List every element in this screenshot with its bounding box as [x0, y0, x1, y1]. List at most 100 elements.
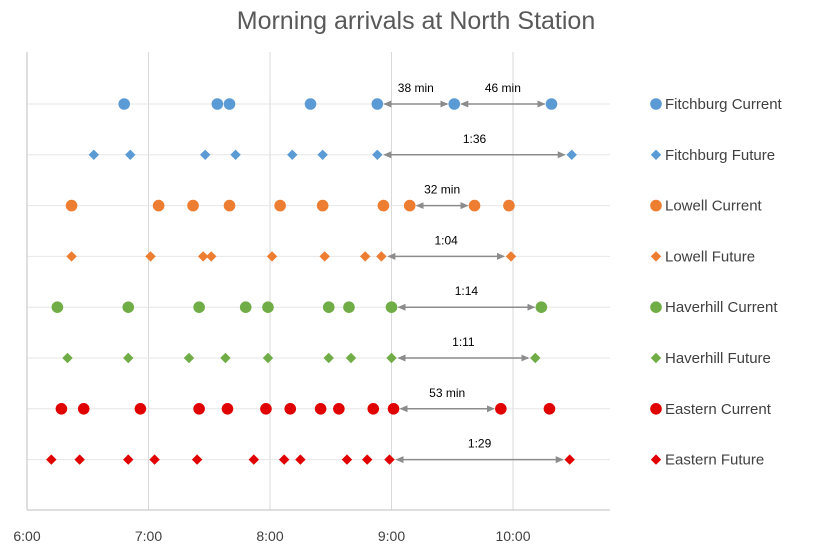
data-point [77, 403, 90, 415]
data-point [125, 149, 136, 160]
legend-label: Eastern Future [665, 452, 764, 469]
data-point [46, 454, 57, 465]
data-point [495, 403, 507, 415]
data-point [200, 149, 211, 160]
data-point [193, 301, 205, 314]
data-point [343, 301, 355, 314]
data-point [223, 199, 236, 212]
data-point [262, 301, 274, 314]
grid [27, 52, 610, 510]
data-point [341, 454, 353, 465]
data-point [220, 352, 231, 364]
data-point [566, 149, 577, 160]
data-point [362, 454, 373, 465]
data-point [123, 454, 134, 465]
legend-marker [650, 301, 662, 314]
x-axis: 6:00 7:00 8:00 9:00 10:00 [13, 528, 530, 544]
data-point [468, 199, 481, 212]
data-point [503, 199, 515, 212]
data-point [74, 454, 85, 465]
data-point [239, 301, 252, 314]
legend-label: Haverhill Future [665, 350, 771, 367]
duration-label: 1:29 [468, 437, 492, 451]
series-lowell-future [66, 251, 517, 262]
data-point [65, 199, 78, 212]
legend-label: Haverhill Current [665, 299, 778, 316]
data-point [316, 199, 329, 212]
legend-marker [650, 454, 662, 465]
duration-label: 53 min [429, 386, 465, 400]
series-eastern-current [55, 403, 556, 415]
data-point [387, 403, 400, 415]
x-tick-label: 6:00 [13, 528, 40, 544]
data-point [403, 199, 416, 212]
legend-item: Haverhill Current [650, 299, 778, 316]
duration-label: 1:04 [434, 233, 458, 247]
data-point [535, 301, 548, 314]
annotations: 38 min 46 min 1:36 32 min 1:04 1:14 1:11 53 min… [383, 81, 566, 464]
data-point [62, 352, 73, 364]
data-point [384, 454, 395, 465]
data-point [187, 199, 199, 212]
data-point [386, 352, 397, 364]
legend: Fitchburg Current Fitchburg Future Lowell … [650, 96, 783, 469]
legend-marker [650, 403, 662, 415]
data-point [314, 403, 327, 415]
data-point [260, 403, 272, 415]
data-point [149, 454, 160, 465]
data-point [55, 403, 68, 415]
data-point [284, 403, 297, 415]
data-point [221, 403, 234, 415]
data-point [359, 251, 371, 262]
series-haverhill-future [62, 352, 541, 364]
legend-item: Haverhill Future [650, 350, 771, 367]
data-point [304, 98, 317, 110]
data-point [323, 352, 334, 364]
legend-marker [650, 199, 662, 212]
data-point [223, 98, 236, 110]
legend-label: Fitchburg Current [665, 96, 783, 113]
x-tick-label: 10:00 [495, 528, 530, 544]
data-point [183, 352, 195, 364]
data-point [197, 251, 209, 262]
data-point [333, 403, 345, 415]
series-haverhill-current [51, 301, 548, 314]
data-point [377, 199, 390, 212]
data-point [385, 301, 398, 314]
legend-label: Lowell Future [665, 248, 755, 265]
data-points [46, 98, 577, 465]
x-tick-label: 7:00 [135, 528, 162, 544]
duration-label: 1:11 [452, 335, 475, 349]
duration-label: 46 min [485, 81, 521, 95]
data-point [367, 403, 380, 415]
duration-label: 32 min [424, 183, 460, 197]
x-tick-label: 9:00 [378, 528, 405, 544]
chart-title: Morning arrivals at North Station [237, 7, 595, 35]
data-point [530, 352, 541, 364]
data-point [262, 352, 274, 364]
data-point [248, 454, 259, 465]
data-point [505, 251, 517, 262]
data-point [274, 199, 286, 212]
data-point [322, 301, 335, 314]
plot-frame [26, 52, 610, 511]
legend-label: Fitchburg Future [665, 147, 775, 164]
data-point [193, 403, 205, 415]
data-point [371, 98, 384, 110]
data-point [122, 301, 135, 314]
legend-label: Lowell Current [665, 198, 763, 215]
data-point [287, 149, 298, 160]
data-point [448, 98, 461, 110]
data-point [88, 149, 100, 160]
series-fitchburg-current [118, 98, 558, 110]
data-point [118, 98, 130, 110]
legend-marker [650, 352, 662, 364]
x-tick-label: 8:00 [256, 528, 283, 544]
data-point [543, 403, 556, 415]
data-point [372, 149, 383, 160]
legend-item: Fitchburg Future [650, 147, 775, 164]
data-point [230, 149, 241, 160]
data-point [545, 98, 558, 110]
data-point [295, 454, 306, 465]
